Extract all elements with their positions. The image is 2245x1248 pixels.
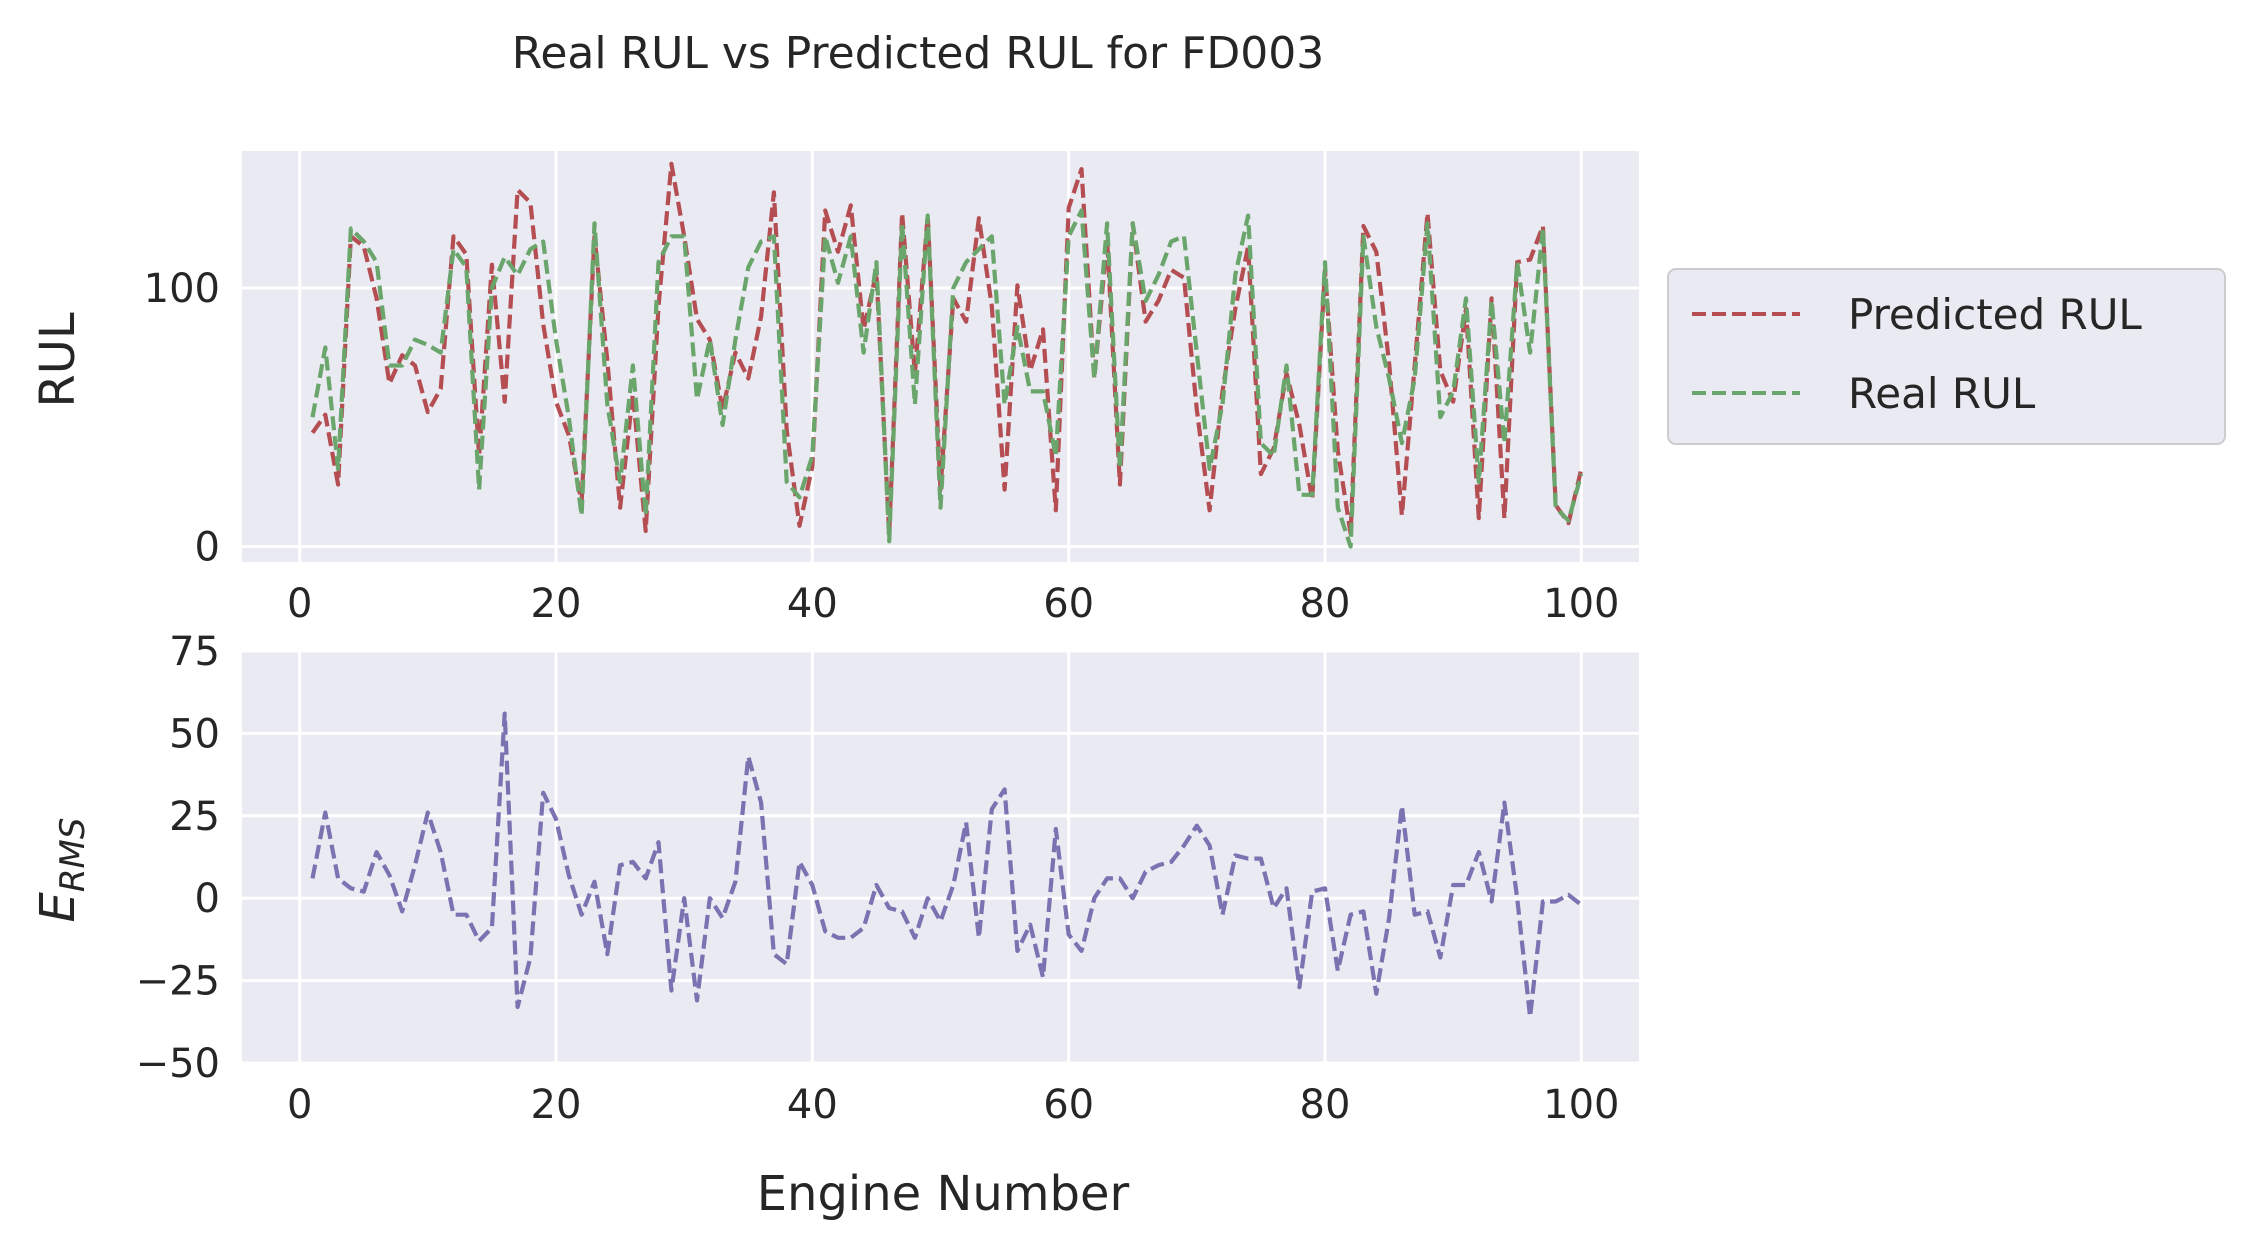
series-line-error [310, 711, 1583, 1020]
bottom-y-axis-label: ERMS [30, 818, 93, 923]
y-tick-label: 75 [169, 629, 220, 675]
legend-label-real: Real RUL [1848, 369, 2036, 418]
top-axes: 0 20 40 60 80 100 0 100 [144, 151, 1639, 627]
ylabel-main: E [30, 891, 86, 922]
chart-title: Real RUL vs Predicted RUL for FD003 [512, 28, 1325, 79]
bottom-axes: 0 20 40 60 80 100 −50 −25 0 25 50 75 [136, 629, 1639, 1128]
y-tick-label: 0 [195, 876, 220, 922]
bottom-plot-background [242, 651, 1639, 1063]
y-tick-label: 0 [195, 524, 220, 570]
y-tick-label: −25 [136, 959, 220, 1005]
top-y-axis-label: RUL [30, 312, 86, 407]
x-tick-label: 80 [1300, 581, 1351, 627]
x-tick-label: 60 [1043, 1082, 1094, 1128]
ylabel-subscript: RMS [53, 818, 93, 893]
x-tick-label: 0 [287, 581, 312, 627]
y-tick-label: −50 [136, 1041, 220, 1087]
x-tick-label: 20 [531, 581, 582, 627]
x-tick-label: 100 [1543, 581, 1619, 627]
y-tick-label: 100 [144, 266, 220, 312]
y-tick-label: 25 [169, 794, 220, 840]
x-tick-label: 60 [1043, 581, 1094, 627]
x-tick-label: 40 [787, 1082, 838, 1128]
legend-label-predicted: Predicted RUL [1848, 290, 2142, 339]
x-tick-label: 80 [1300, 1082, 1351, 1128]
legend-frame [1667, 268, 2226, 445]
x-axis-label: Engine Number [757, 1166, 1130, 1222]
series-line-predicted-rul [310, 161, 1584, 536]
x-tick-label: 40 [787, 581, 838, 627]
series-line-real-rul [310, 208, 1584, 549]
y-tick-label: 50 [169, 711, 220, 757]
legend: Predicted RUL Real RUL [1667, 268, 2226, 445]
x-tick-label: 20 [531, 1082, 582, 1128]
x-tick-label: 0 [287, 1082, 312, 1128]
x-tick-label: 100 [1543, 1082, 1619, 1128]
